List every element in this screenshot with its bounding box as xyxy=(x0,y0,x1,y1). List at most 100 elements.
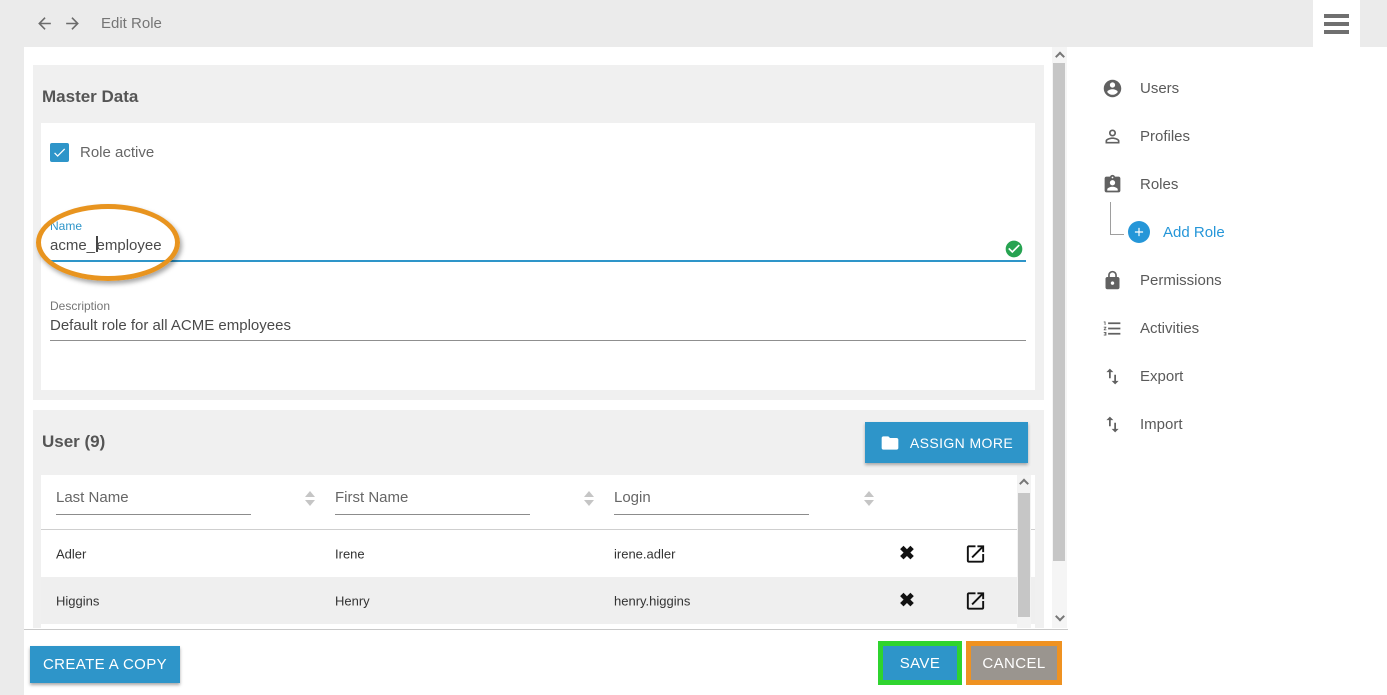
cell-login: irene.adler xyxy=(614,546,676,561)
open-in-new-icon[interactable] xyxy=(964,542,987,565)
master-data-section: Master Data Role active Name acme_ employ… xyxy=(33,65,1044,400)
sidebar-item-label: Activities xyxy=(1140,319,1200,337)
create-a-copy-button[interactable]: CREATE A COPY xyxy=(30,646,180,683)
sidebar: Users Profiles Roles Add Role Permission… xyxy=(1068,47,1387,695)
description-input[interactable]: Default role for all ACME employees xyxy=(50,317,291,334)
sort-down-triangle xyxy=(584,500,594,506)
import-export-icon xyxy=(1102,366,1123,387)
sidebar-item-label: Export xyxy=(1140,367,1184,385)
column-header-login: Login xyxy=(614,489,809,515)
assign-more-label: ASSIGN MORE xyxy=(909,434,1014,451)
sidebar-item-users[interactable]: Users xyxy=(1068,64,1387,112)
green-check-circle-icon xyxy=(1004,239,1024,259)
filter-login[interactable]: Login xyxy=(614,489,809,515)
scroll-down-icon[interactable] xyxy=(1054,611,1065,622)
tree-connector-line xyxy=(1110,202,1124,235)
text-cursor xyxy=(96,236,98,252)
sort-icon[interactable] xyxy=(864,491,874,506)
description-field-label: Description xyxy=(50,299,111,313)
hamburger-bar xyxy=(1324,29,1349,34)
person-outline-icon xyxy=(1102,126,1123,147)
sidebar-item-export[interactable]: Export xyxy=(1068,352,1387,400)
import-export-icon xyxy=(1102,414,1123,435)
sort-up-triangle xyxy=(305,491,315,497)
name-value-before-cursor: acme_ xyxy=(50,237,96,254)
name-input[interactable]: acme_ employee xyxy=(50,236,162,254)
numbered-list-icon xyxy=(1102,318,1123,339)
cell-first-name: Irene xyxy=(335,546,365,561)
sort-up-triangle xyxy=(864,491,874,497)
topbar-right-gap xyxy=(1360,0,1387,47)
name-value-after-cursor: employee xyxy=(96,237,162,254)
remove-x-icon[interactable]: ✖ xyxy=(899,543,915,564)
role-active-label: Role active xyxy=(80,144,155,161)
sidebar-item-roles[interactable]: Roles xyxy=(1068,160,1387,208)
table-scrollbar[interactable] xyxy=(1017,475,1031,628)
sort-down-triangle xyxy=(864,500,874,506)
folder-icon xyxy=(881,435,899,450)
assign-more-button[interactable]: ASSIGN MORE xyxy=(865,422,1028,463)
cell-last-name: Higgins xyxy=(56,593,100,608)
hamburger-bar xyxy=(1324,13,1349,18)
user-section: User (9) ASSIGN MORE Last Name First Nam… xyxy=(33,410,1044,628)
check-icon xyxy=(54,148,66,157)
filter-last-name[interactable]: Last Name xyxy=(56,489,251,515)
table-scrollbar-thumb[interactable] xyxy=(1018,493,1030,617)
back-arrow-icon[interactable] xyxy=(33,13,55,35)
role-active-row: Role active xyxy=(50,143,154,162)
page-title: Edit Role xyxy=(101,15,162,32)
cell-first-name: Henry xyxy=(335,593,370,608)
filter-first-name[interactable]: First Name xyxy=(335,489,530,515)
save-button[interactable]: SAVE xyxy=(883,646,957,680)
scroll-up-icon[interactable] xyxy=(1054,51,1065,62)
main-panel: Master Data Role active Name acme_ employ… xyxy=(24,47,1052,628)
master-data-title: Master Data xyxy=(42,87,139,106)
column-header-last-name: Last Name xyxy=(56,489,251,515)
sidebar-item-label: Permissions xyxy=(1140,271,1222,289)
left-gutter xyxy=(0,0,24,695)
sort-icon[interactable] xyxy=(584,491,594,506)
sort-up-triangle xyxy=(584,491,594,497)
cell-login: henry.higgins xyxy=(614,593,691,608)
table-row[interactable]: Adler Irene irene.adler ✖ xyxy=(41,530,1035,577)
description-field-underline xyxy=(50,340,1026,341)
lock-icon xyxy=(1102,270,1123,291)
sidebar-item-import[interactable]: Import xyxy=(1068,400,1387,448)
sidebar-item-label: Add Role xyxy=(1163,223,1225,241)
open-in-new-icon[interactable] xyxy=(964,589,987,612)
cancel-annotation-box: CANCEL xyxy=(966,641,1062,685)
topbar: Edit Role xyxy=(0,0,1313,47)
hamburger-bar xyxy=(1324,21,1349,26)
user-circle-icon xyxy=(1102,78,1123,99)
cell-last-name: Adler xyxy=(56,546,87,561)
sidebar-item-add-role[interactable]: Add Role xyxy=(1068,208,1387,256)
sidebar-item-label: Profiles xyxy=(1140,127,1191,145)
user-table-header: Last Name First Name Login xyxy=(41,475,1035,530)
scroll-up-icon[interactable] xyxy=(1019,478,1029,489)
forward-arrow-icon[interactable] xyxy=(61,13,83,35)
hamburger-menu-icon[interactable] xyxy=(1313,0,1360,47)
sidebar-item-label: Users xyxy=(1140,79,1180,97)
master-data-card: Role active Name acme_ employee Descripti… xyxy=(41,123,1035,390)
add-circle-icon xyxy=(1128,221,1150,243)
sidebar-item-label: Roles xyxy=(1140,175,1179,193)
name-field-label: Name xyxy=(50,219,83,233)
main-scrollbar[interactable] xyxy=(1052,47,1067,628)
sidebar-item-label: Import xyxy=(1140,415,1183,433)
main-scrollbar-thumb[interactable] xyxy=(1053,63,1065,561)
footer-bar: CREATE A COPY SAVE CANCEL xyxy=(24,629,1068,695)
user-section-title: User (9) xyxy=(42,432,106,451)
sidebar-item-permissions[interactable]: Permissions xyxy=(1068,256,1387,304)
name-field-underline xyxy=(50,260,1026,262)
save-annotation-box: SAVE xyxy=(878,641,962,685)
role-badge-icon xyxy=(1102,174,1123,195)
sort-down-triangle xyxy=(305,500,315,506)
table-row[interactable]: Higgins Henry henry.higgins ✖ xyxy=(41,577,1035,624)
cancel-button[interactable]: CANCEL xyxy=(971,646,1057,680)
sidebar-item-activities[interactable]: Activities xyxy=(1068,304,1387,352)
column-header-first-name: First Name xyxy=(335,489,530,515)
remove-x-icon[interactable]: ✖ xyxy=(899,590,915,611)
role-active-checkbox[interactable] xyxy=(50,143,69,162)
sidebar-item-profiles[interactable]: Profiles xyxy=(1068,112,1387,160)
sort-icon[interactable] xyxy=(305,491,315,506)
